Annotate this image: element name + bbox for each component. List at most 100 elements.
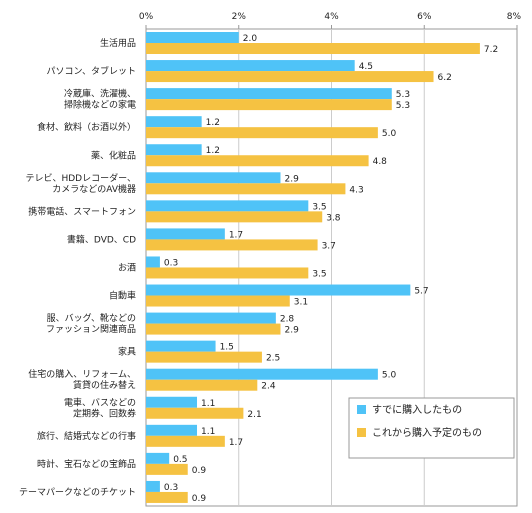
category-label: 掃除機などの家電 — [64, 99, 136, 111]
category-label: 住宅の購入、リフォーム、 — [28, 368, 136, 380]
bar-purchased — [146, 172, 281, 184]
data-label: 4.5 — [359, 62, 373, 72]
category-label: カメラなどのAV機器 — [52, 183, 136, 195]
category-label: 生活用品 — [100, 37, 136, 49]
category-label: ファッション関連商品 — [46, 323, 136, 335]
bar-purchased — [146, 88, 392, 100]
x-tick-label: 2% — [232, 12, 247, 22]
bar-planned — [146, 43, 480, 54]
data-label: 3.1 — [294, 298, 308, 308]
bar-planned — [146, 211, 323, 223]
bar-planned — [146, 379, 258, 391]
bar-planned — [146, 239, 318, 251]
data-label: 2.4 — [261, 382, 276, 392]
data-label: 5.0 — [382, 129, 397, 139]
x-tick-label: 4% — [324, 12, 339, 22]
data-label: 5.3 — [396, 90, 410, 100]
bar-purchased — [146, 424, 198, 436]
data-label: 2.8 — [280, 315, 295, 325]
data-label: 1.7 — [229, 438, 243, 448]
x-tick-label: 6% — [417, 12, 432, 22]
data-label: 1.1 — [201, 399, 215, 409]
legend-label: これから購入予定のもの — [372, 426, 482, 439]
bar-purchased — [146, 200, 309, 212]
data-label: 3.5 — [312, 202, 326, 212]
category-label: テーマパークなどのチケット — [19, 487, 136, 498]
data-label: 4.3 — [349, 185, 363, 195]
data-label: 1.2 — [206, 118, 220, 128]
bar-planned — [146, 351, 262, 363]
category-label: 家具 — [118, 346, 136, 358]
data-label: 0.3 — [164, 258, 178, 268]
category-label: 定期券、回数券 — [73, 407, 136, 419]
bar-purchased — [146, 368, 378, 380]
category-label: 電車、バスなどの — [64, 396, 136, 408]
bar-purchased — [146, 284, 411, 296]
data-label: 5.7 — [414, 287, 428, 297]
bar-planned — [146, 267, 309, 279]
category-label: 携帯電話、スマートフォン — [28, 205, 136, 217]
data-label: 3.8 — [326, 213, 341, 223]
data-label: 3.7 — [322, 241, 336, 251]
x-tick-label: 8% — [507, 12, 522, 22]
category-label: テレビ、HDDレコーダー、 — [25, 172, 136, 184]
data-label: 2.5 — [266, 354, 280, 364]
legend-label: すでに購入したもの — [372, 403, 462, 416]
bar-purchased — [146, 60, 355, 72]
data-label: 4.8 — [373, 157, 388, 167]
data-label: 0.5 — [173, 455, 187, 465]
category-label: お酒 — [118, 263, 136, 274]
data-label: 5.0 — [382, 371, 397, 381]
data-label: 0.3 — [164, 483, 178, 493]
bar-planned — [146, 323, 281, 335]
bar-purchased — [146, 32, 239, 43]
bar-purchased — [146, 480, 160, 492]
category-label: 冷蔵庫、洗濯機、 — [64, 88, 136, 100]
data-label: 1.1 — [201, 427, 215, 437]
bar-planned — [146, 407, 244, 419]
bar-planned — [146, 463, 188, 475]
data-label: 6.2 — [438, 73, 452, 83]
data-label: 1.2 — [206, 146, 220, 156]
bar-purchased — [146, 340, 216, 352]
data-label: 2.0 — [243, 34, 258, 44]
bar-purchased — [146, 144, 202, 156]
data-label: 5.3 — [396, 101, 410, 111]
data-label: 1.5 — [220, 343, 234, 353]
data-label: 1.7 — [229, 230, 243, 240]
data-label: 0.9 — [192, 466, 207, 476]
category-label: 賃貸の住み替え — [73, 379, 136, 391]
bar-purchased — [146, 116, 202, 128]
bar-purchased — [146, 452, 170, 464]
category-label: 薬、化粧品 — [91, 149, 136, 161]
category-label: 食材、飲料（お酒以外） — [37, 121, 136, 133]
legend-box — [348, 397, 515, 459]
category-label: 時計、宝石などの宝飾品 — [37, 458, 136, 470]
data-label: 2.9 — [284, 174, 299, 184]
bar-planned — [146, 183, 346, 195]
bar-planned — [146, 491, 188, 503]
bar-purchased — [146, 396, 198, 408]
bar-purchased — [146, 256, 160, 268]
data-label: 3.5 — [312, 269, 326, 279]
bar-planned — [146, 99, 392, 111]
legend-swatch-planned — [357, 428, 366, 437]
bar-planned — [146, 127, 378, 139]
bar-planned — [146, 295, 290, 307]
data-label: 0.9 — [192, 494, 207, 504]
bar-purchased — [146, 228, 225, 240]
category-label: 書籍、DVD、CD — [67, 233, 136, 245]
bar-planned — [146, 155, 369, 167]
data-label: 2.9 — [284, 326, 299, 336]
category-label: 自動車 — [109, 290, 136, 302]
category-label: 服、バッグ、靴などの — [47, 312, 136, 324]
category-label: パソコン、タブレット — [47, 65, 136, 77]
data-label: 7.2 — [484, 45, 498, 55]
bar-planned — [146, 435, 225, 447]
legend-swatch-purchased — [357, 405, 366, 414]
x-tick-label: 0% — [139, 12, 154, 22]
data-label: 2.1 — [247, 410, 261, 420]
bar-planned — [146, 71, 434, 83]
category-label: 旅行、結婚式などの行事 — [37, 430, 136, 442]
